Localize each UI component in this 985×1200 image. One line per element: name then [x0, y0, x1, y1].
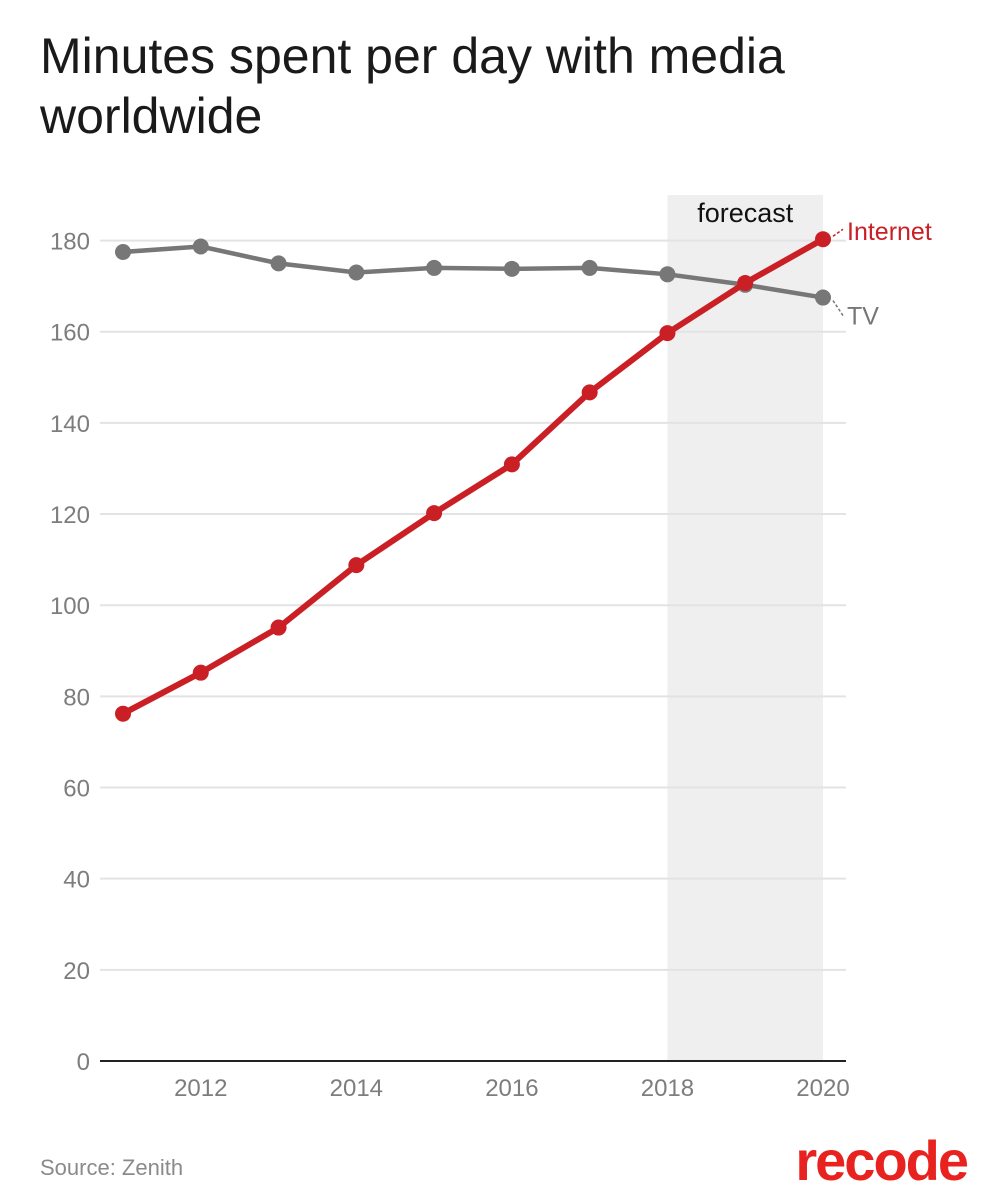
tv-line	[120, 244, 826, 300]
forecast-shade	[667, 195, 823, 1061]
gridlines	[100, 239, 846, 971]
x-tick-label: 2020	[796, 1075, 849, 1102]
internet-leader-line	[832, 228, 844, 237]
x-tick-label: 2018	[641, 1075, 694, 1102]
source-note: Source: Zenith	[40, 1155, 184, 1180]
tv-point	[659, 266, 676, 283]
internet-series-label: Internet	[847, 218, 932, 246]
tv-point	[815, 289, 831, 306]
y-tick-label: 180	[50, 229, 90, 256]
y-tick-label: 140	[50, 411, 90, 438]
series-labels: TV Internet	[832, 218, 932, 331]
internet-point	[192, 664, 209, 681]
y-tick-label: 0	[77, 1049, 90, 1076]
tv-point	[503, 260, 520, 277]
tv-leader-line	[832, 300, 844, 316]
recode-logo: recode	[795, 1129, 969, 1192]
y-tick-label: 20	[63, 958, 90, 985]
tv-point	[192, 238, 209, 255]
internet-point	[426, 505, 443, 522]
y-axis: 0 20 40 60 80 100 120 140 160 180	[50, 229, 90, 1076]
internet-point	[815, 231, 831, 248]
x-tick-label: 2016	[485, 1075, 538, 1102]
internet-line	[120, 236, 826, 717]
y-tick-label: 40	[63, 867, 90, 894]
internet-point	[115, 705, 131, 722]
tv-series-label: TV	[847, 303, 879, 331]
internet-point	[270, 619, 287, 636]
internet-point	[659, 325, 676, 342]
forecast-label: forecast	[697, 198, 794, 228]
y-tick-label: 160	[50, 320, 90, 347]
x-tick-label: 2012	[174, 1075, 227, 1102]
chart-title: Minutes spent per day with media worldwi…	[40, 28, 785, 144]
series	[115, 231, 831, 722]
y-tick-label: 120	[50, 502, 90, 529]
y-tick-label: 60	[63, 776, 90, 803]
internet-point	[581, 384, 598, 401]
y-tick-label: 80	[63, 684, 90, 711]
tv-point	[426, 259, 443, 276]
forecast-region: forecast	[667, 195, 823, 1061]
tv-point	[115, 243, 131, 260]
internet-point	[348, 557, 365, 574]
internet-point	[737, 274, 754, 291]
x-axis: 2012 2014 2016 2018 2020	[100, 1060, 850, 1102]
internet-point	[503, 456, 520, 473]
tv-point	[348, 264, 365, 281]
tv-point	[270, 255, 287, 272]
x-tick-label: 2014	[330, 1075, 383, 1102]
y-tick-label: 100	[50, 593, 90, 620]
tv-point	[581, 259, 598, 276]
